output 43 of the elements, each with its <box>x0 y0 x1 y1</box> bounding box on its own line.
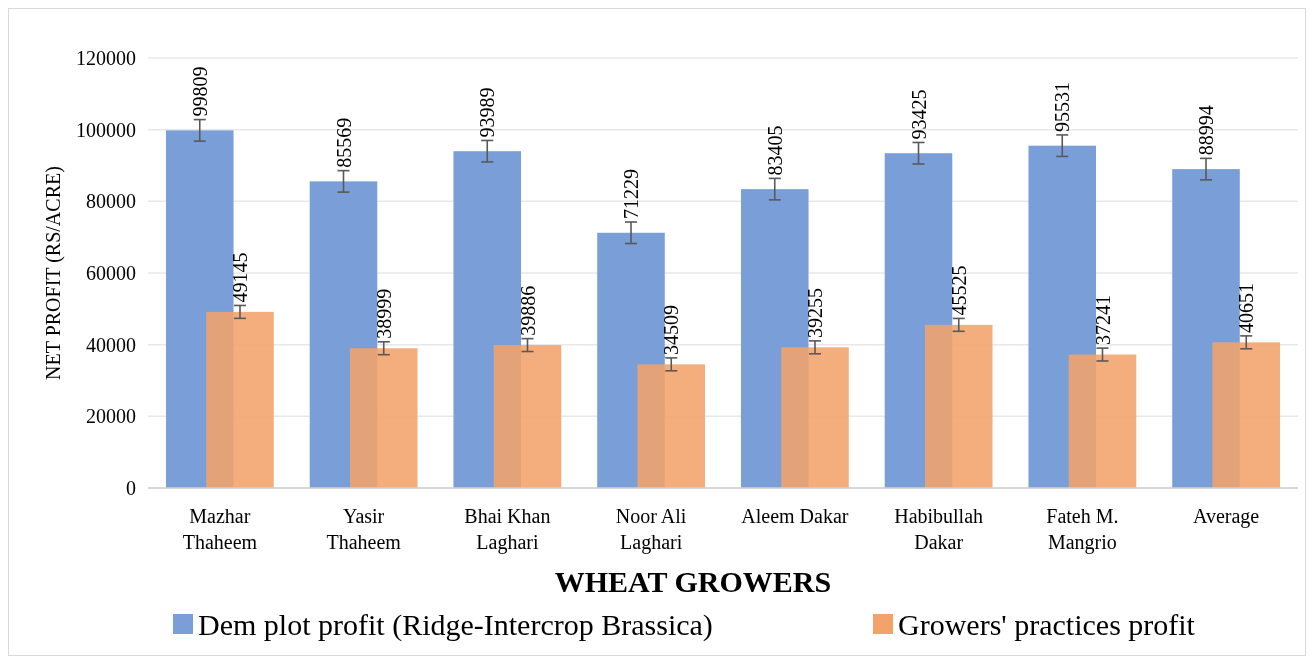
x-tick-label: Bhai Khan Laghari <box>464 505 551 554</box>
data-label: 85569 <box>332 117 355 168</box>
y-tick-label: 120000 <box>76 47 136 69</box>
data-label: 40651 <box>1235 282 1258 333</box>
data-label: 71229 <box>620 169 642 220</box>
bar <box>349 348 418 488</box>
y-tick-label: 100000 <box>76 118 136 141</box>
y-tick-label: 0 <box>126 477 136 499</box>
data-label: 88994 <box>1195 105 1217 156</box>
x-tick-label: Average <box>1193 505 1260 528</box>
data-label: 39886 <box>516 285 539 336</box>
x-tick-label: Mazhar Thaheem <box>182 505 258 553</box>
bar <box>206 311 274 488</box>
y-axis-title: NET PROFIT (RS/ACRE) <box>42 166 65 380</box>
bar <box>924 324 993 488</box>
x-tick-label: Noor Ali Laghari <box>615 505 687 554</box>
data-label: 93425 <box>907 89 930 140</box>
bar <box>781 347 849 488</box>
x-tick-label: Yasir Thaheem <box>326 505 402 553</box>
legend-label: Dem plot profit (Ridge-Intercrop Brassica) <box>198 607 713 642</box>
bar <box>637 364 706 488</box>
bar <box>1212 342 1281 488</box>
y-tick-label: 60000 <box>86 262 136 284</box>
x-axis-title: WHEAT GROWERS <box>554 565 832 598</box>
data-label: 39255 <box>804 287 826 338</box>
data-label: 95531 <box>1051 81 1074 132</box>
x-tick-label: Habibullah Dakar <box>894 505 984 553</box>
data-label: 34509 <box>660 304 683 355</box>
data-label: 83405 <box>763 125 786 176</box>
legend-label: Growers' practices profit <box>898 607 1196 641</box>
y-tick-label: 20000 <box>86 405 136 428</box>
data-label: 45525 <box>947 265 970 316</box>
bar <box>1068 354 1137 488</box>
data-label: 37241 <box>1091 295 1114 346</box>
data-label: 49145 <box>229 252 251 303</box>
y-tick-label: 80000 <box>86 190 136 213</box>
y-tick-label: 40000 <box>86 333 136 356</box>
data-label: 93989 <box>476 87 499 138</box>
bar <box>493 345 562 488</box>
x-tick-label: Aleem Dakar <box>741 505 849 527</box>
x-tick-label: Fateh M. Mangrio <box>1046 505 1119 554</box>
data-label: 38999 <box>372 288 395 339</box>
data-label: 99809 <box>188 66 211 117</box>
